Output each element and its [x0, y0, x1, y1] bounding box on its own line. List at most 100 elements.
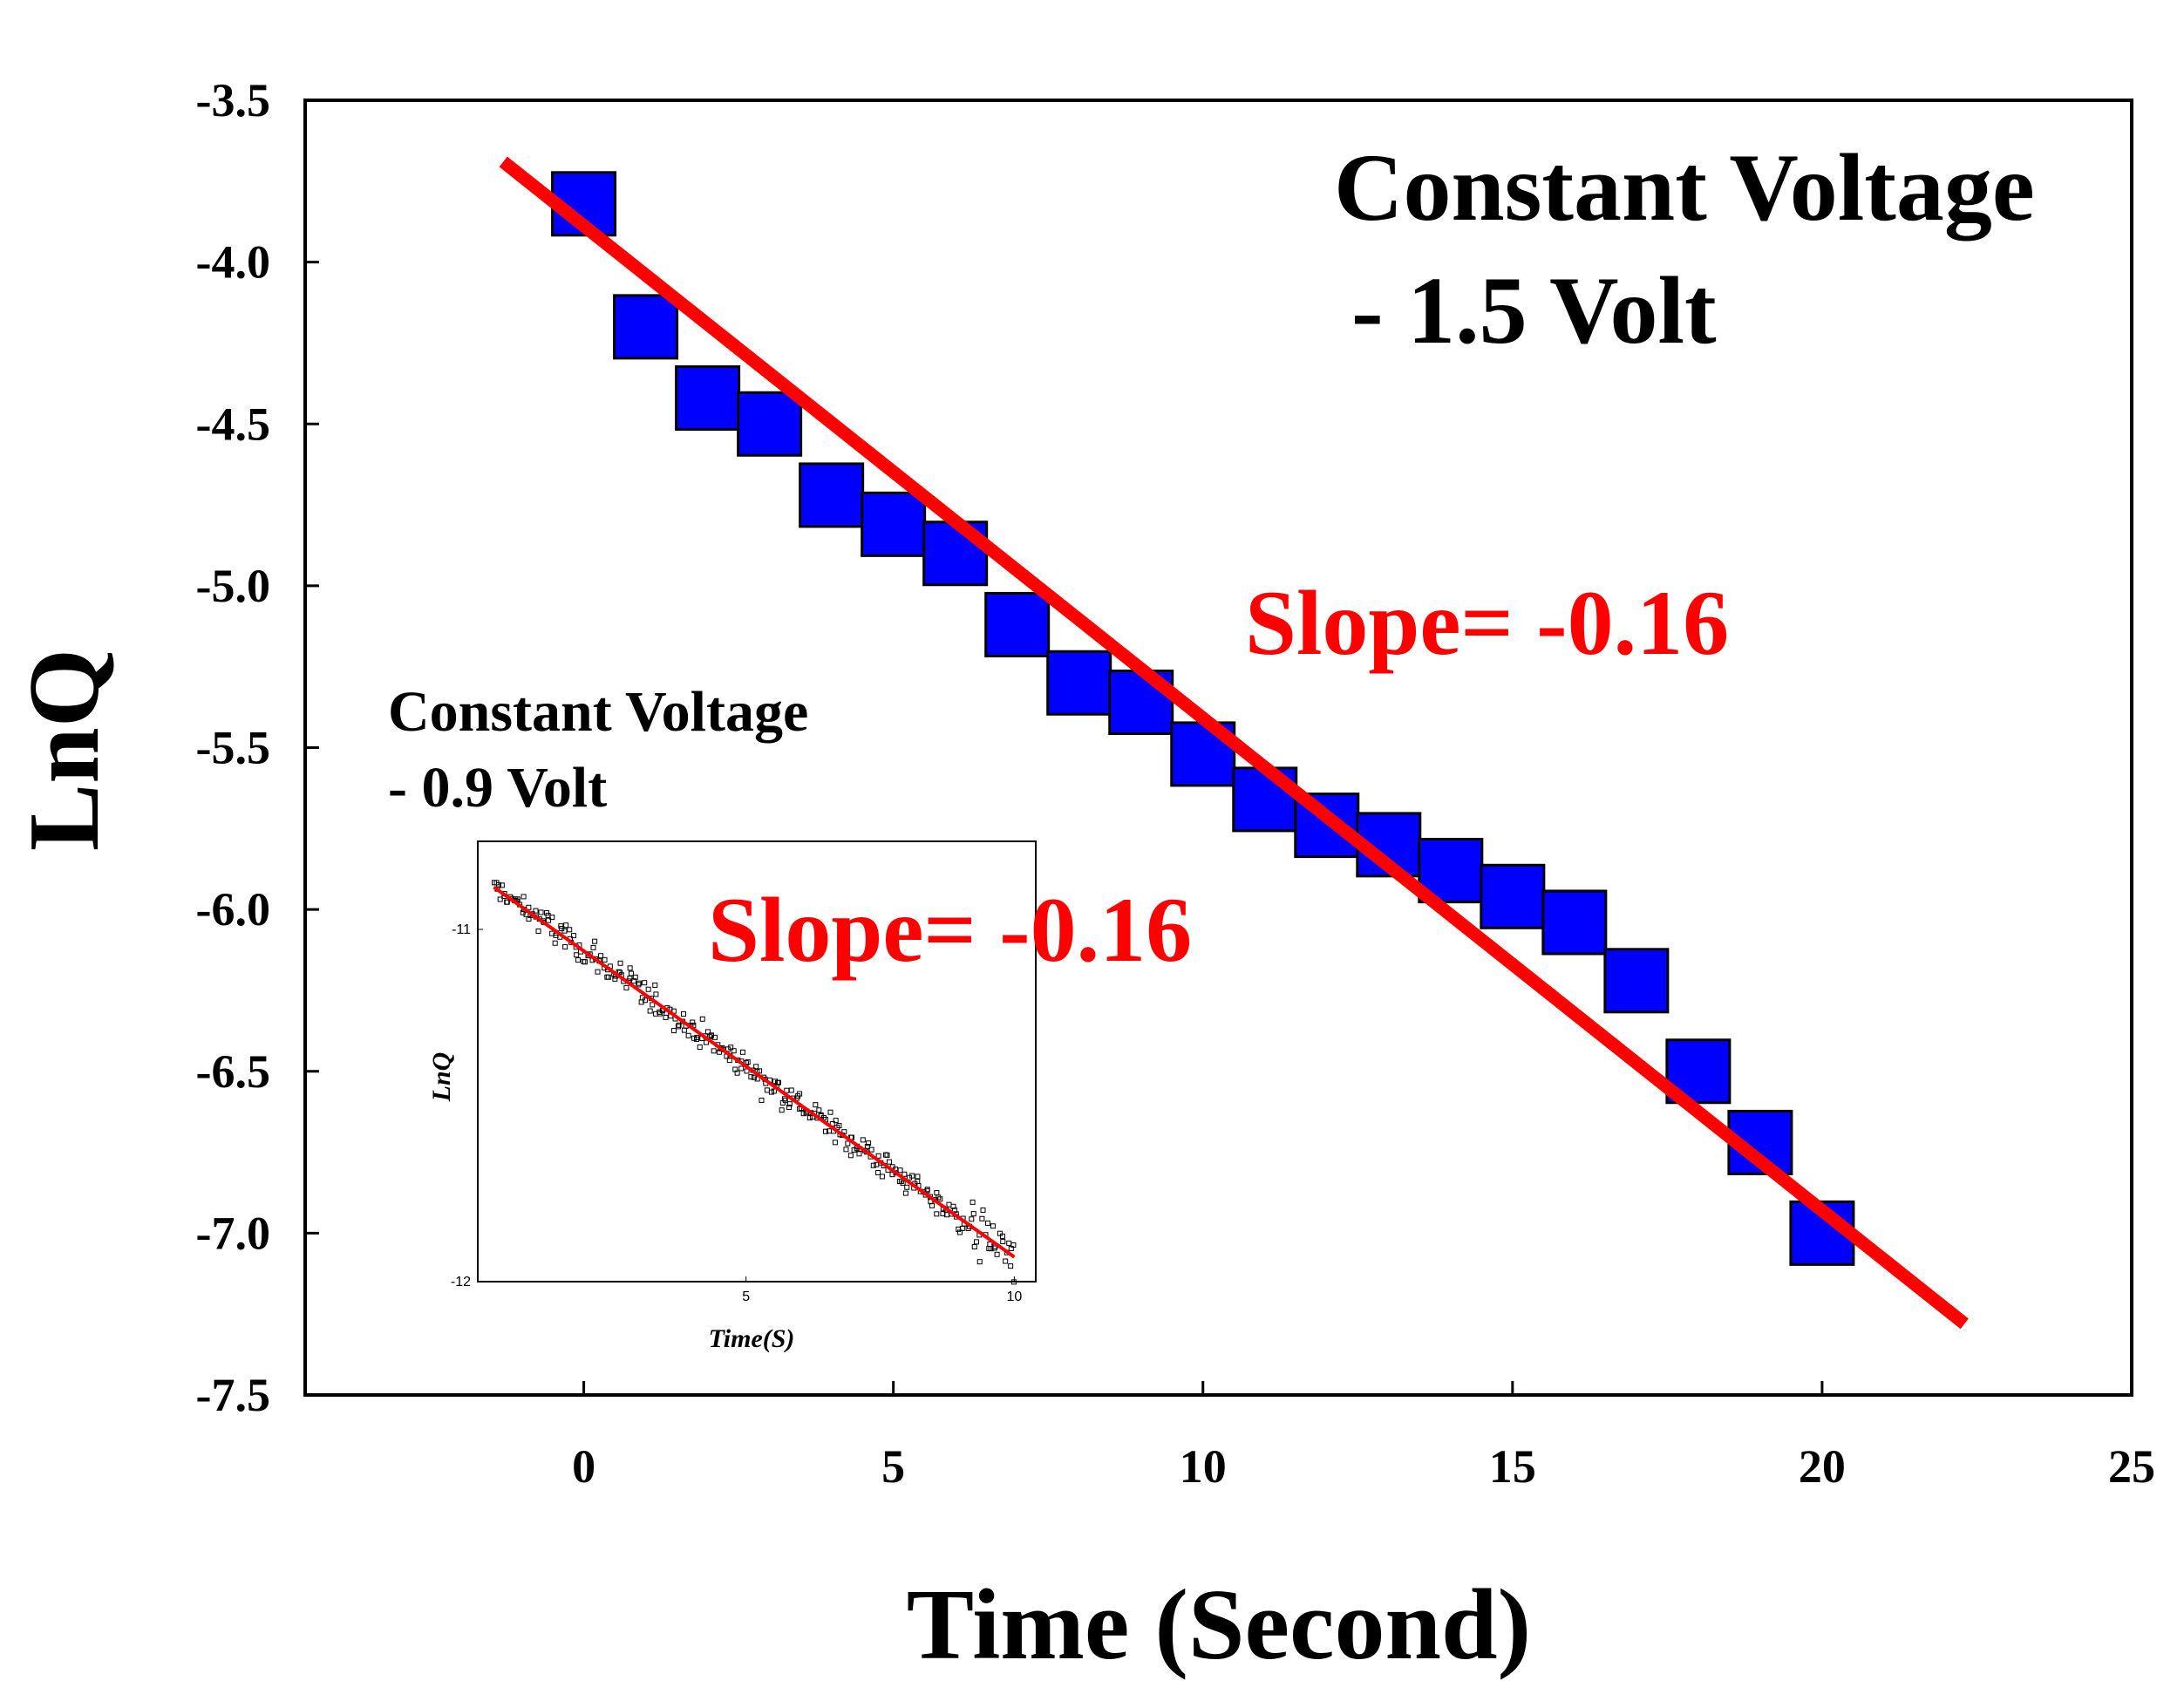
- inset-data-point: [731, 1048, 737, 1054]
- inset-data-point: [520, 894, 527, 900]
- inset-data-point: [973, 1239, 979, 1245]
- inset-data-point: [781, 1096, 787, 1102]
- data-point-marker: [861, 491, 927, 557]
- inset-data-point: [1003, 1258, 1009, 1264]
- inset-data-point: [562, 943, 568, 949]
- x-tick-label: 0: [572, 1440, 595, 1493]
- main-annotation-voltage: - 1.5 Volt: [1351, 257, 1717, 364]
- inset-data-point: [627, 965, 633, 971]
- inset-x-tick-label: 10: [1006, 1289, 1022, 1304]
- inset-x-axis-label: Time(S): [709, 1324, 795, 1353]
- inset-data-point: [711, 1048, 717, 1054]
- data-point-marker: [737, 391, 803, 457]
- inset-data-point: [552, 940, 558, 946]
- x-tick-label: 20: [1799, 1440, 1846, 1493]
- inset-data-point: [617, 960, 623, 966]
- inset-data-point: [680, 1011, 686, 1017]
- inset-data-point: [827, 1109, 833, 1115]
- inset-data-point: [642, 997, 648, 1004]
- inset-slope-label: Slope= -0.16: [708, 879, 1192, 981]
- inset-data-point: [788, 1087, 794, 1093]
- inset-data-point: [832, 1140, 838, 1146]
- data-point-marker: [675, 365, 741, 432]
- x-tick-label: 10: [1180, 1440, 1227, 1493]
- inset-data-point: [546, 917, 552, 923]
- inset-data-point: [629, 970, 635, 976]
- inset-data-point: [690, 1019, 696, 1025]
- inset-data-point: [657, 1009, 663, 1015]
- inset-data-point: [650, 1002, 656, 1008]
- inset-data-point: [847, 1153, 854, 1159]
- main-annotation-title: Constant Voltage: [1334, 134, 2035, 241]
- inset-data-point: [970, 1199, 976, 1205]
- inset-data-point: [833, 1118, 839, 1124]
- data-point-marker: [1170, 721, 1236, 787]
- inset-data-point: [970, 1211, 976, 1217]
- inset-data-point: [728, 1044, 734, 1051]
- inset-data-point: [971, 1244, 977, 1250]
- inset-data-point: [704, 1029, 711, 1035]
- inset-data-point: [999, 1233, 1005, 1239]
- main-fit-line: [499, 156, 1969, 1330]
- inset-data-point: [786, 1101, 793, 1107]
- y-tick-label: -5.0: [196, 560, 270, 612]
- inset-data-point: [823, 1128, 829, 1134]
- x-axis-label: Time (Second): [907, 1569, 1531, 1681]
- inset-data-point: [915, 1174, 921, 1180]
- y-tick-label: -6.5: [196, 1045, 270, 1098]
- inset-data-point: [786, 1105, 792, 1111]
- data-point-marker: [1603, 948, 1670, 1014]
- inset-data-point: [997, 1230, 1003, 1236]
- inset-data-point: [514, 896, 520, 902]
- inset-fit-line: [493, 885, 1016, 1259]
- inset-data-point: [663, 1014, 669, 1020]
- inset-data-point: [937, 1196, 943, 1202]
- x-tick-label: 15: [1489, 1440, 1536, 1493]
- inset-data-point: [748, 1074, 754, 1080]
- inset-data-point: [538, 909, 544, 915]
- inset-data-point: [704, 1039, 710, 1045]
- inset-data-point: [739, 1049, 745, 1055]
- inset-data-point: [636, 980, 642, 986]
- inset-data-point: [864, 1144, 870, 1150]
- inset-data-point: [632, 974, 638, 980]
- inset-data-point: [627, 976, 633, 982]
- inset-data-point: [984, 1220, 990, 1226]
- inset-data-point: [567, 927, 573, 933]
- inset-data-point: [901, 1171, 908, 1177]
- inset-data-point: [630, 978, 636, 984]
- inset-data-point: [759, 1097, 765, 1103]
- y-tick-label: -6.0: [196, 883, 270, 936]
- inset-data-point: [969, 1216, 975, 1222]
- inset-data-point: [904, 1184, 910, 1190]
- main-slope-label: Slope= -0.16: [1245, 572, 1729, 674]
- inset-data-point: [561, 928, 568, 934]
- inset-data-point: [652, 982, 658, 988]
- inset-data-point: [504, 899, 510, 905]
- inset-y-axis-label: LnQ: [427, 1052, 456, 1103]
- y-axis-label: LnQ: [9, 649, 120, 851]
- inset-data-point: [806, 1115, 813, 1121]
- inset-data-point: [595, 969, 601, 975]
- inset-data-point: [860, 1137, 866, 1143]
- inset-data-point: [797, 1091, 803, 1097]
- inset-data-point: [875, 1153, 881, 1159]
- inset-data-point: [582, 959, 589, 965]
- x-tick-label: 25: [2108, 1440, 2155, 1493]
- inset-data-point: [533, 908, 539, 914]
- inset-data-point: [936, 1194, 942, 1201]
- inset-axis-ticks: 5 10 -11 -12: [451, 922, 1023, 1304]
- inset-data-point: [647, 1008, 653, 1014]
- inset-data-point: [952, 1208, 958, 1214]
- inset-data-point: [592, 938, 598, 944]
- inset-data-point: [699, 1016, 705, 1022]
- y-tick-label: -5.5: [196, 722, 270, 774]
- data-point-marker: [613, 294, 679, 360]
- inset-data-point: [816, 1107, 822, 1113]
- inset-data-point: [1010, 1279, 1017, 1285]
- inset-data-point: [653, 991, 659, 997]
- inset-data-point: [575, 957, 582, 963]
- inset-data-point: [979, 1215, 985, 1221]
